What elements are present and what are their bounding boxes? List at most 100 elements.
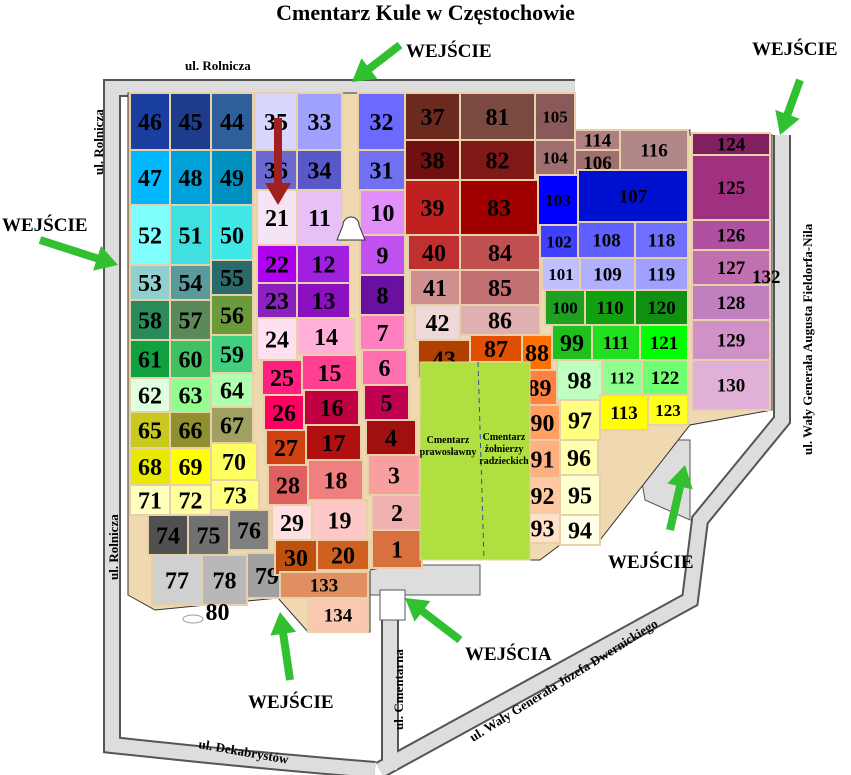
sector-area[interactable] [169, 204, 212, 266]
sector-60[interactable]: 60 [169, 339, 212, 379]
sector-area[interactable] [307, 459, 364, 501]
sector-53[interactable]: 53 [129, 264, 171, 301]
sector-20[interactable]: 20 [316, 539, 370, 571]
sector-area[interactable] [169, 411, 212, 449]
sector-30[interactable]: 30 [274, 539, 318, 576]
sector-8[interactable]: 8 [359, 274, 406, 316]
sector-119[interactable]: 119 [634, 257, 689, 291]
sector-125[interactable]: 125 [691, 154, 771, 221]
sector-101[interactable]: 101 [541, 257, 581, 291]
sector-area[interactable] [169, 447, 212, 486]
sector-area[interactable] [363, 384, 410, 421]
sector-area[interactable] [359, 234, 406, 276]
sector-59[interactable]: 59 [210, 334, 254, 374]
sector-10[interactable]: 10 [359, 189, 406, 236]
sector-22[interactable]: 22 [256, 244, 298, 284]
sector-38[interactable]: 38 [404, 139, 461, 181]
sector-29[interactable]: 29 [271, 504, 313, 541]
sector-area[interactable] [210, 149, 254, 206]
sector-area[interactable] [169, 377, 212, 413]
sector-107[interactable]: 107 [577, 169, 689, 223]
sector-65[interactable]: 65 [129, 411, 171, 449]
sector-area[interactable] [691, 154, 771, 221]
sector-81[interactable]: 81 [459, 92, 536, 141]
sector-47[interactable]: 47 [129, 149, 171, 206]
sector-area[interactable] [409, 269, 461, 306]
sector-area[interactable] [647, 394, 689, 426]
sector-54[interactable]: 54 [169, 264, 212, 301]
sector-113[interactable]: 113 [599, 394, 649, 431]
sector-area[interactable] [639, 324, 689, 361]
sector-area[interactable] [296, 92, 343, 151]
sector-area[interactable] [459, 304, 541, 336]
sector-area[interactable] [305, 424, 362, 461]
sector-122[interactable]: 122 [641, 359, 689, 396]
sector-area[interactable] [307, 597, 369, 633]
sector-area[interactable] [407, 234, 461, 271]
sector-area[interactable] [634, 289, 689, 326]
sector-31[interactable]: 31 [357, 149, 406, 191]
sector-97[interactable]: 97 [559, 399, 601, 441]
sector-40[interactable]: 40 [407, 234, 461, 271]
sector-15[interactable]: 15 [301, 354, 358, 391]
sector-86[interactable]: 86 [459, 304, 541, 336]
sector-27[interactable]: 27 [265, 429, 307, 466]
sector-area[interactable] [559, 514, 601, 546]
sector-24[interactable]: 24 [256, 317, 298, 361]
sector-126[interactable]: 126 [691, 219, 771, 251]
sector-area[interactable] [524, 477, 561, 514]
sector-78[interactable]: 78 [201, 554, 248, 606]
sector-118[interactable]: 118 [634, 221, 689, 259]
sector-108[interactable]: 108 [577, 221, 636, 259]
sector-9[interactable]: 9 [359, 234, 406, 276]
sector-area[interactable] [357, 92, 406, 151]
sector-85[interactable]: 85 [459, 269, 541, 306]
sector-62[interactable]: 62 [129, 377, 171, 413]
sector-52[interactable]: 52 [129, 204, 171, 266]
sector-25[interactable]: 25 [261, 359, 303, 396]
sector-49[interactable]: 49 [210, 149, 254, 206]
sector-114[interactable]: 114 [574, 129, 621, 152]
sector-17[interactable]: 17 [305, 424, 362, 461]
sector-33[interactable]: 33 [296, 92, 343, 151]
sector-61[interactable]: 61 [129, 339, 171, 379]
sector-105[interactable]: 105 [534, 92, 576, 141]
sector-124[interactable]: 124 [691, 132, 771, 156]
sector-75[interactable]: 75 [187, 514, 230, 556]
sector-41[interactable]: 41 [409, 269, 461, 306]
sector-67[interactable]: 67 [210, 406, 254, 444]
sector-area[interactable] [691, 359, 771, 411]
sector-109[interactable]: 109 [579, 257, 636, 291]
sector-area[interactable] [296, 189, 343, 246]
sector-45[interactable]: 45 [169, 92, 212, 151]
sector-area[interactable] [691, 249, 771, 286]
sector-72[interactable]: 72 [169, 484, 212, 516]
sector-91[interactable]: 91 [524, 439, 561, 479]
sector-23[interactable]: 23 [256, 282, 298, 319]
sector-area[interactable] [691, 219, 771, 251]
sector-3[interactable]: 3 [367, 454, 421, 496]
sector-99[interactable]: 99 [551, 324, 593, 361]
sector-area[interactable] [228, 509, 270, 551]
sector-area[interactable] [169, 264, 212, 301]
sector-area[interactable] [577, 169, 689, 223]
sector-area[interactable] [301, 354, 358, 391]
sector-11[interactable]: 11 [296, 189, 343, 246]
sector-area[interactable] [459, 269, 541, 306]
sector-32[interactable]: 32 [357, 92, 406, 151]
sector-18[interactable]: 18 [307, 459, 364, 501]
sector-5[interactable]: 5 [363, 384, 410, 421]
sector-area[interactable] [591, 324, 641, 361]
sector-69[interactable]: 69 [169, 447, 212, 486]
sector-2[interactable]: 2 [371, 494, 423, 531]
sector-103[interactable]: 103 [537, 174, 579, 226]
sector-area[interactable] [279, 571, 369, 599]
sector-area[interactable] [559, 474, 601, 516]
sector-128[interactable]: 128 [691, 284, 771, 321]
sector-112[interactable]: 112 [601, 359, 643, 396]
sector-94[interactable]: 94 [559, 514, 601, 546]
sector-area[interactable] [579, 257, 636, 291]
sector-area[interactable] [169, 149, 212, 206]
sector-area[interactable] [210, 406, 254, 444]
sector-77[interactable]: 77 [151, 554, 203, 606]
